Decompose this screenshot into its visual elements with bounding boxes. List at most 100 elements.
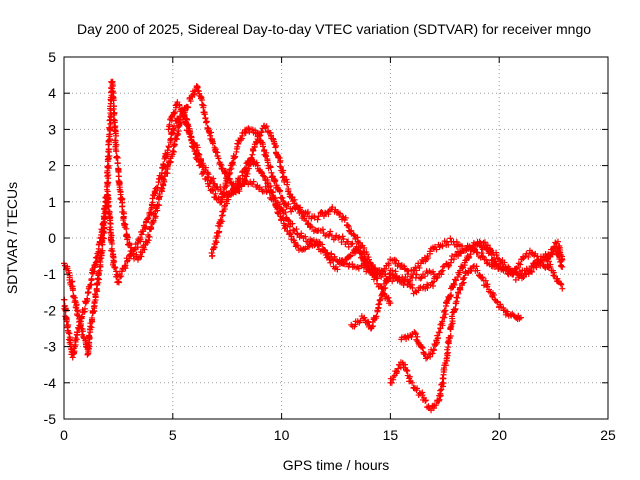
data-point bbox=[104, 188, 111, 195]
data-point bbox=[414, 385, 421, 392]
data-point bbox=[557, 258, 564, 265]
data-point bbox=[389, 278, 396, 285]
data-point bbox=[126, 241, 133, 248]
series-track-d bbox=[208, 155, 566, 280]
data-point bbox=[280, 198, 287, 205]
data-point bbox=[318, 209, 325, 216]
data-point bbox=[444, 346, 451, 353]
data-point bbox=[267, 164, 274, 171]
data-point bbox=[170, 148, 177, 155]
data-point bbox=[281, 200, 288, 207]
data-point bbox=[290, 227, 297, 234]
data-point bbox=[110, 116, 117, 123]
data-point bbox=[427, 353, 434, 360]
data-point bbox=[114, 159, 121, 166]
data-point bbox=[510, 271, 517, 278]
data-point bbox=[213, 239, 220, 246]
data-point bbox=[546, 253, 553, 260]
data-point bbox=[389, 267, 396, 274]
data-point bbox=[79, 328, 86, 335]
data-point bbox=[175, 127, 182, 134]
data-point bbox=[165, 144, 172, 151]
data-point bbox=[436, 244, 443, 251]
data-point bbox=[347, 252, 354, 259]
data-point bbox=[424, 354, 431, 361]
data-point bbox=[550, 269, 557, 276]
data-point bbox=[111, 110, 118, 117]
data-point bbox=[98, 250, 105, 257]
data-point bbox=[200, 102, 207, 109]
data-point bbox=[444, 349, 451, 356]
data-point bbox=[298, 232, 305, 239]
data-point bbox=[413, 336, 420, 343]
data-point bbox=[107, 120, 114, 127]
data-point bbox=[515, 312, 522, 319]
data-point bbox=[319, 209, 326, 216]
data-point bbox=[520, 255, 527, 262]
data-point bbox=[74, 329, 81, 336]
data-point bbox=[101, 215, 108, 222]
data-point bbox=[108, 239, 115, 246]
data-point bbox=[102, 207, 109, 214]
data-point bbox=[228, 165, 235, 172]
data-point bbox=[517, 261, 524, 268]
data-point bbox=[304, 210, 311, 217]
data-point bbox=[351, 250, 358, 257]
data-point bbox=[554, 245, 561, 252]
data-point bbox=[330, 257, 337, 264]
data-point bbox=[392, 268, 399, 275]
data-point bbox=[453, 277, 460, 284]
data-point bbox=[242, 177, 249, 184]
data-point bbox=[252, 127, 259, 134]
data-point bbox=[160, 182, 167, 189]
data-point bbox=[113, 268, 120, 275]
data-point bbox=[409, 284, 416, 291]
data-point bbox=[110, 259, 117, 266]
data-point bbox=[90, 303, 97, 310]
data-point bbox=[111, 258, 118, 265]
series-track-g bbox=[348, 243, 566, 332]
data-point bbox=[333, 232, 340, 239]
data-point bbox=[422, 355, 429, 362]
data-point bbox=[153, 205, 160, 212]
data-point bbox=[310, 237, 317, 244]
data-point bbox=[405, 268, 412, 275]
data-point bbox=[314, 216, 321, 223]
data-point bbox=[264, 159, 271, 166]
data-point bbox=[441, 314, 448, 321]
data-point bbox=[478, 243, 485, 250]
data-point bbox=[246, 128, 253, 135]
data-point bbox=[182, 118, 189, 125]
data-point bbox=[455, 290, 462, 297]
data-point bbox=[191, 143, 198, 150]
data-point bbox=[225, 196, 232, 203]
data-point bbox=[241, 168, 248, 175]
data-point bbox=[123, 225, 130, 232]
data-point bbox=[161, 178, 168, 185]
data-point bbox=[210, 187, 217, 194]
data-point bbox=[450, 256, 457, 263]
data-point bbox=[450, 280, 457, 287]
data-point bbox=[429, 350, 436, 357]
data-point bbox=[120, 215, 127, 222]
y-tick-label: 2 bbox=[48, 158, 56, 174]
data-point bbox=[315, 227, 322, 234]
data-point bbox=[138, 253, 145, 260]
data-point bbox=[488, 251, 495, 258]
data-point bbox=[457, 286, 464, 293]
data-point bbox=[552, 239, 559, 246]
data-point bbox=[171, 122, 178, 129]
data-point bbox=[260, 143, 267, 150]
data-point bbox=[345, 238, 352, 245]
y-tick-label: 1 bbox=[48, 194, 56, 210]
data-point bbox=[495, 263, 502, 270]
data-point bbox=[88, 277, 95, 284]
data-point bbox=[493, 252, 500, 259]
data-point bbox=[288, 233, 295, 240]
data-point bbox=[176, 102, 183, 109]
data-point bbox=[413, 267, 420, 274]
data-point bbox=[525, 253, 532, 260]
data-point bbox=[184, 104, 191, 111]
data-point bbox=[447, 235, 454, 242]
